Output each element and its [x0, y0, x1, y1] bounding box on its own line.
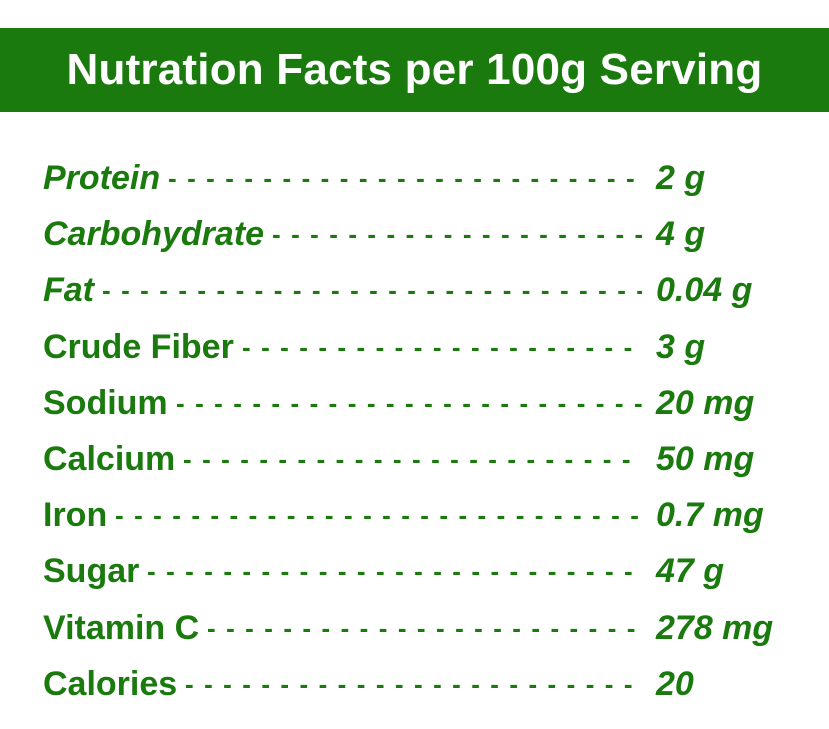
fact-label: Vitamin C [43, 608, 200, 647]
dotted-leader: - - - - - - - - - - - - - - - - - - - - … [147, 556, 642, 587]
dotted-leader: - - - - - - - - - - - - - - - - - - - - … [168, 163, 642, 193]
fact-label: Calories [43, 664, 178, 703]
dotted-leader: - - - - - - - - - - - - - - - - - - - - … [115, 500, 642, 531]
fact-value: 20 mg [656, 383, 755, 422]
fact-row-iron: Iron - - - - - - - - - - - - - - - - - -… [0, 487, 829, 543]
fact-value: 278 mg [656, 608, 774, 647]
dotted-leader: - - - - - - - - - - - - - - - - - - - - … [185, 668, 642, 699]
fact-row-sugar: Sugar - - - - - - - - - - - - - - - - - … [0, 543, 829, 599]
fact-row-fat: Fat - - - - - - - - - - - - - - - - - - … [0, 262, 829, 318]
fact-label: Fat [43, 271, 94, 310]
fact-row-protein: Protein - - - - - - - - - - - - - - - - … [0, 150, 829, 206]
fact-value: 3 g [656, 327, 706, 366]
dotted-leader: - - - - - - - - - - - - - - - - - - - - … [207, 612, 642, 643]
fact-value: 47 g [656, 552, 725, 591]
dotted-leader: - - - - - - - - - - - - - - - - - - - - … [176, 387, 642, 418]
header-bar: Nutration Facts per 100g Serving [0, 28, 829, 112]
fact-row-vitamin-c: Vitamin C - - - - - - - - - - - - - - - … [0, 600, 829, 656]
dotted-leader: - - - - - - - - - - - - - - - - - - - - … [102, 275, 642, 306]
fact-value: 50 mg [656, 440, 755, 478]
fact-row-crude-fiber: Crude Fiber - - - - - - - - - - - - - - … [0, 319, 829, 375]
fact-value: 0.7 mg [656, 496, 764, 535]
fact-label: Protein [43, 159, 161, 197]
fact-label: Sugar [43, 552, 140, 591]
fact-value: 20 [656, 664, 694, 703]
fact-value: 2 g [656, 159, 706, 197]
fact-value: 4 g [656, 215, 706, 254]
dotted-leader: - - - - - - - - - - - - - - - - - - - - … [242, 331, 642, 362]
fact-label: Crude Fiber [43, 327, 234, 366]
fact-value: 0.04 g [656, 271, 753, 310]
dotted-leader: - - - - - - - - - - - - - - - - - - - - … [272, 219, 642, 250]
fact-label: Calcium [43, 440, 176, 478]
fact-label: Iron [43, 496, 108, 535]
fact-row-carbohydrate: Carbohydrate - - - - - - - - - - - - - -… [0, 206, 829, 262]
fact-row-sodium: Sodium - - - - - - - - - - - - - - - - -… [0, 375, 829, 431]
fact-row-calories: Calories - - - - - - - - - - - - - - - -… [0, 656, 829, 712]
dotted-leader: - - - - - - - - - - - - - - - - - - - - … [183, 444, 642, 474]
fact-label: Sodium [43, 383, 168, 422]
fact-row-calcium: Calcium - - - - - - - - - - - - - - - - … [0, 431, 829, 487]
page-title: Nutration Facts per 100g Serving [66, 45, 763, 94]
fact-label: Carbohydrate [43, 215, 265, 254]
